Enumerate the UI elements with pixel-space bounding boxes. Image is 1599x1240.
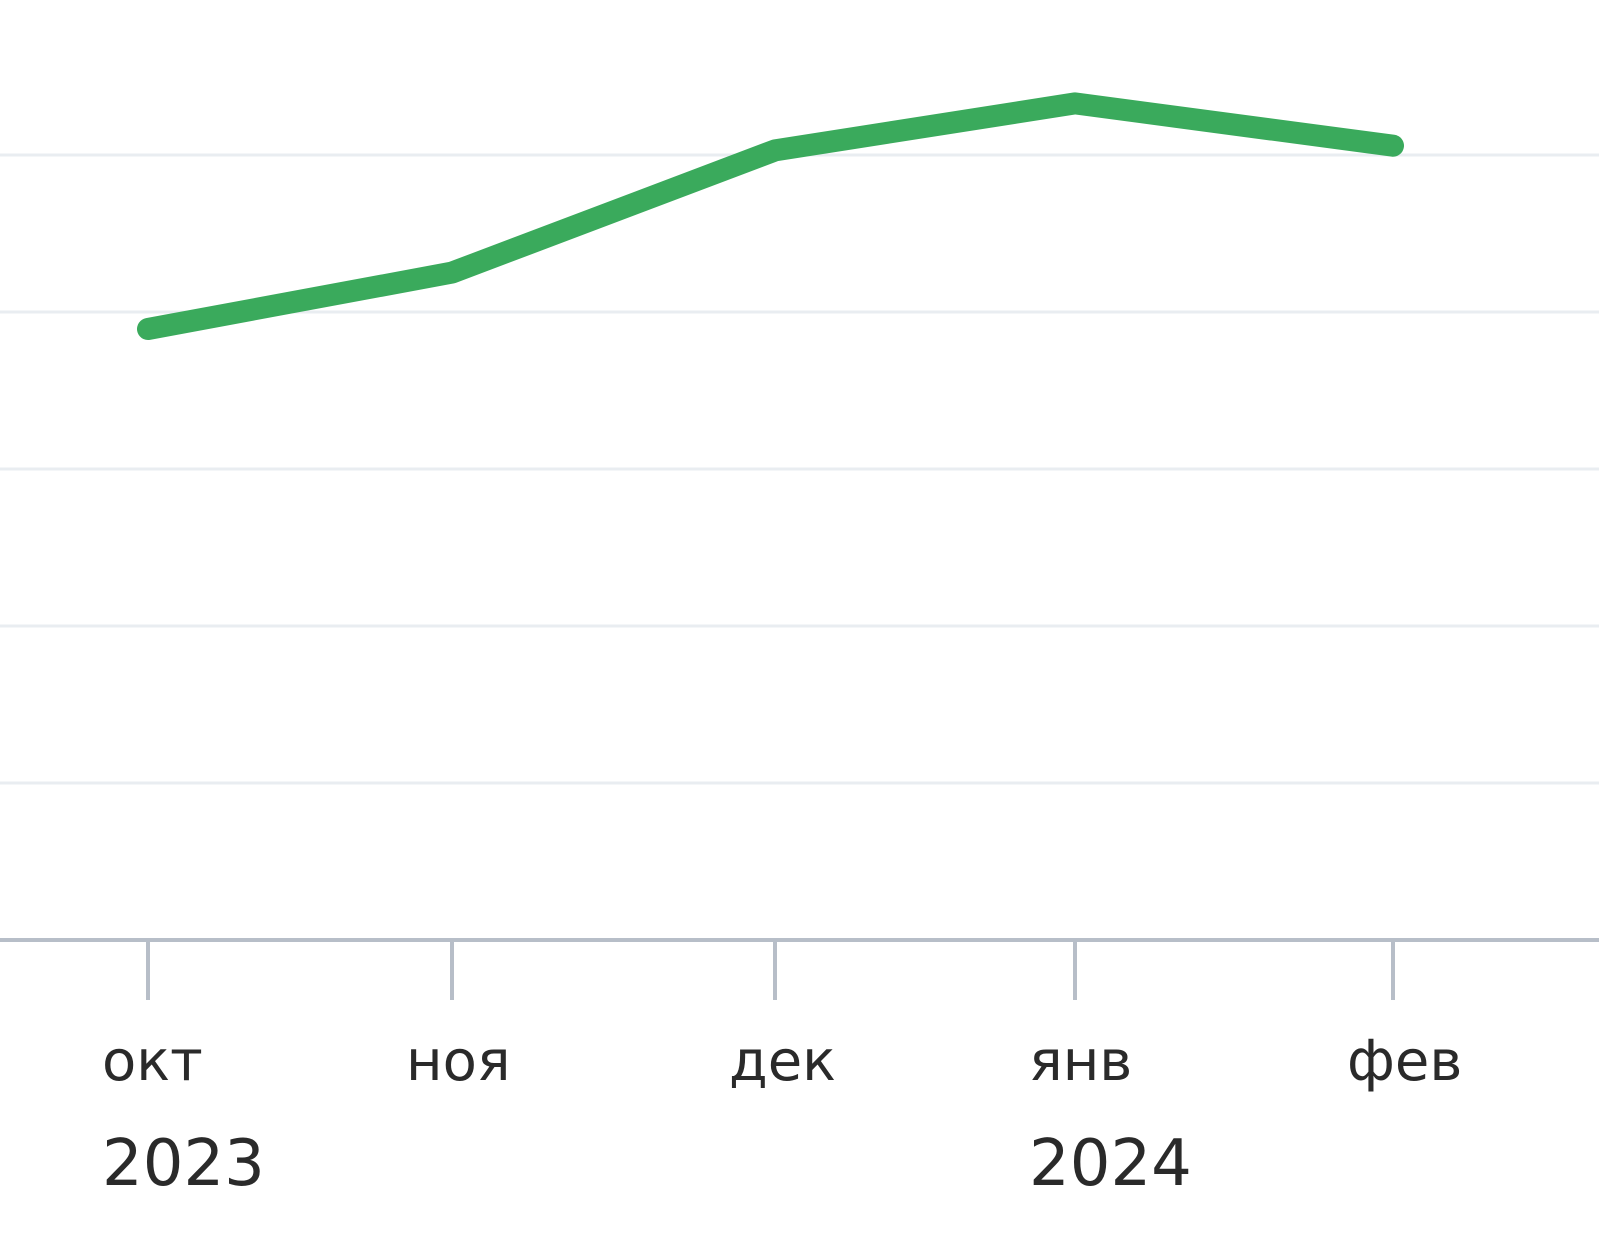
series-group [137, 92, 1404, 340]
x-tick-label: окт [102, 1029, 203, 1094]
x-axis-ticks [146, 940, 1395, 1000]
x-year-label: 2023 [102, 1127, 265, 1201]
x-axis-labels: окт ноя дек янв фев 2023 2024 [102, 1029, 1462, 1201]
series-line [137, 92, 1404, 340]
x-tick-label: янв [1029, 1029, 1132, 1094]
x-tick-label: фев [1347, 1029, 1462, 1094]
x-tick-label: дек [729, 1029, 836, 1094]
gridlines [0, 153, 1599, 785]
x-year-label: 2024 [1029, 1127, 1192, 1201]
x-tick-label: ноя [406, 1029, 511, 1094]
